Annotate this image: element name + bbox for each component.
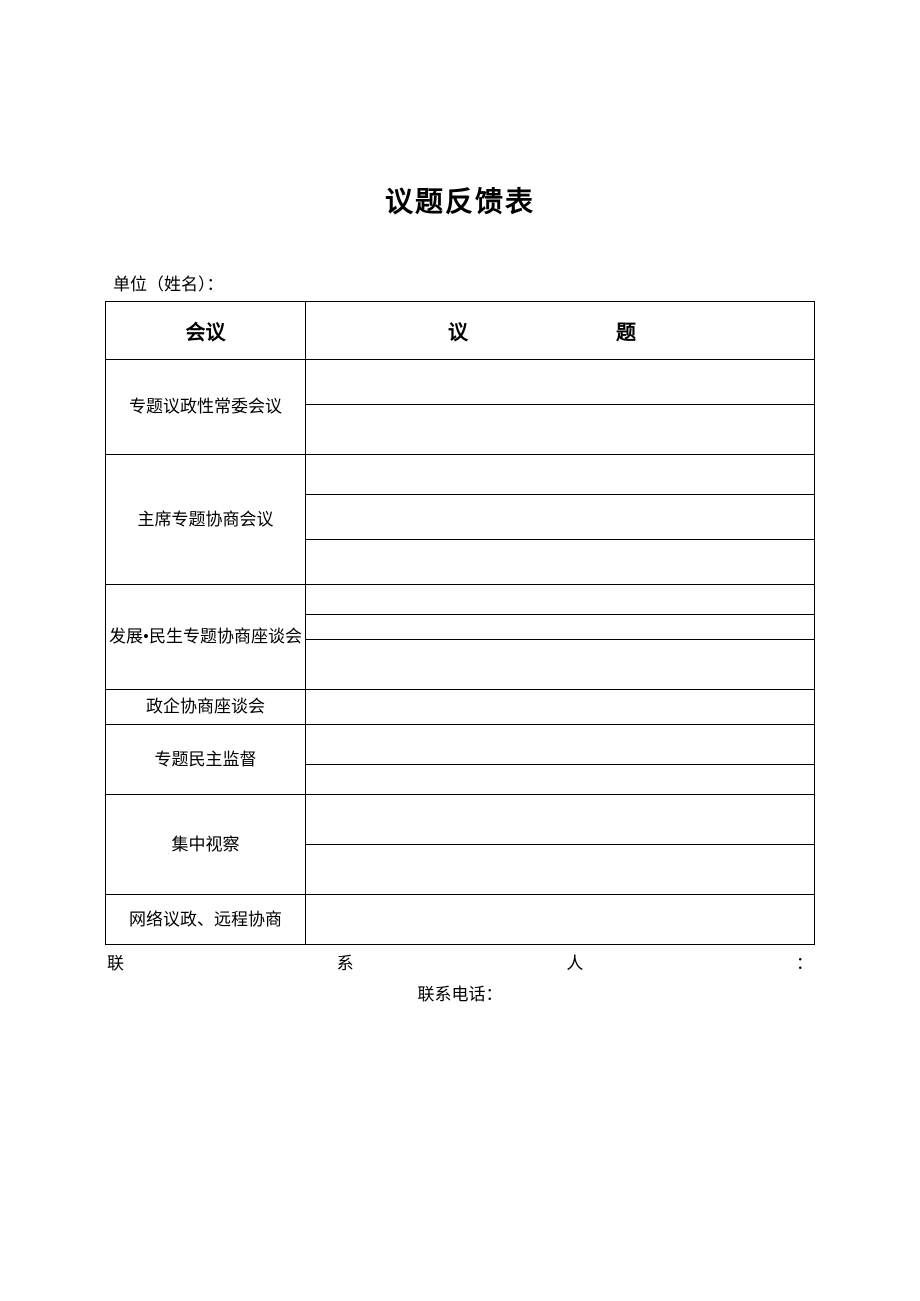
- table-row: 网络议政、远程协商: [106, 895, 815, 945]
- contact-row: 联 系 人 ：: [105, 949, 815, 974]
- topic-cell: [306, 540, 815, 585]
- phone-row: 联系电话：: [105, 980, 815, 1005]
- contact-char-1: 联: [107, 949, 124, 974]
- header-topic: 议 题: [306, 302, 815, 360]
- page-title: 议题反馈表: [105, 180, 815, 220]
- table-row: 集中视察: [106, 795, 815, 845]
- unit-label: 单位（姓名）：: [105, 270, 815, 295]
- topic-cell: [306, 765, 815, 795]
- feedback-table: 会议 议 题 专题议政性常委会议主席专题协商会议发展•民生专题协商座谈会政企协商…: [105, 301, 815, 945]
- topic-cell: [306, 690, 815, 725]
- table-row: 政企协商座谈会: [106, 690, 815, 725]
- meeting-label-cell: 网络议政、远程协商: [106, 895, 306, 945]
- contact-char-3: 人: [566, 949, 583, 974]
- topic-cell: [306, 795, 815, 845]
- topic-cell: [306, 640, 815, 690]
- meeting-label-cell: 专题议政性常委会议: [106, 360, 306, 455]
- meeting-label-cell: 主席专题协商会议: [106, 455, 306, 585]
- table-body: 专题议政性常委会议主席专题协商会议发展•民生专题协商座谈会政企协商座谈会专题民主…: [106, 360, 815, 945]
- topic-cell: [306, 725, 815, 765]
- meeting-label-cell: 政企协商座谈会: [106, 690, 306, 725]
- contact-colon: ：: [796, 949, 813, 974]
- topic-cell: [306, 405, 815, 455]
- meeting-label-cell: 发展•民生专题协商座谈会: [106, 585, 306, 690]
- table-row: 主席专题协商会议: [106, 455, 815, 495]
- topic-cell: [306, 495, 815, 540]
- topic-cell: [306, 895, 815, 945]
- table-row: 发展•民生专题协商座谈会: [106, 585, 815, 615]
- topic-cell: [306, 360, 815, 405]
- table-row: 专题议政性常委会议: [106, 360, 815, 405]
- table-header-row: 会议 议 题: [106, 302, 815, 360]
- topic-cell: [306, 455, 815, 495]
- topic-cell: [306, 845, 815, 895]
- meeting-label-cell: 专题民主监督: [106, 725, 306, 795]
- topic-cell: [306, 615, 815, 640]
- meeting-label-cell: 集中视察: [106, 795, 306, 895]
- table-row: 专题民主监督: [106, 725, 815, 765]
- topic-cell: [306, 585, 815, 615]
- page-container: 议题反馈表 单位（姓名）： 会议 议 题 专题议政性常委会议主席专题协商会议发展…: [0, 0, 920, 1005]
- contact-char-2: 系: [337, 949, 354, 974]
- header-meeting: 会议: [106, 302, 306, 360]
